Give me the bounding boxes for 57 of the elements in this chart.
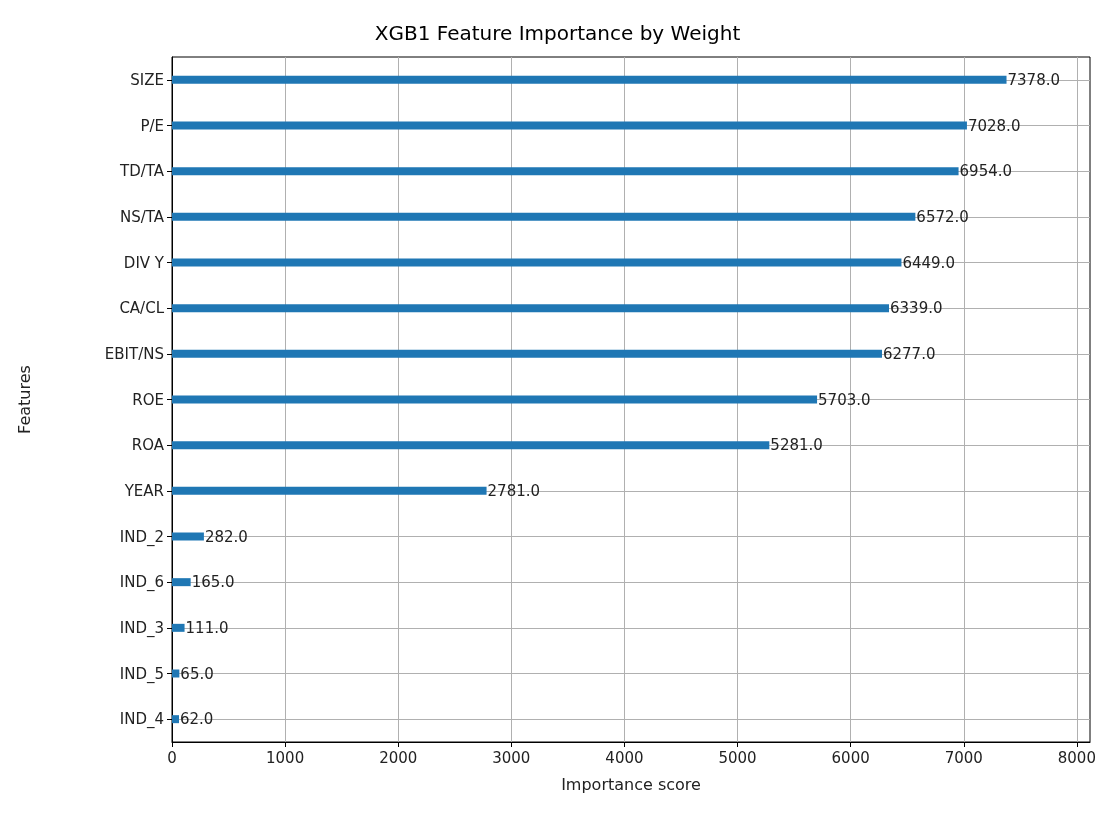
bar <box>172 669 180 678</box>
data-label: 282.0 <box>204 527 248 546</box>
data-label: 7028.0 <box>967 116 1021 135</box>
x-tick-label: 2000 <box>379 748 418 767</box>
data-label: 6277.0 <box>882 344 936 363</box>
bar <box>172 715 180 724</box>
x-tick-label: 8000 <box>1057 748 1096 767</box>
y-tick-label: IND_5 <box>119 664 164 684</box>
data-label: 111.0 <box>185 618 229 637</box>
bar <box>172 121 967 130</box>
y-tick-label: ROA <box>131 436 165 455</box>
y-tick-label: P/E <box>140 116 164 135</box>
y-tick-label: TD/TA <box>118 162 165 181</box>
y-tick-label: NS/TA <box>119 207 165 226</box>
y-tick-label: IND_6 <box>119 573 164 593</box>
bar <box>172 486 487 495</box>
data-label: 165.0 <box>191 573 235 592</box>
y-axis-title: Features <box>14 365 34 434</box>
data-label: 2781.0 <box>487 481 541 500</box>
y-tick-label: IND_2 <box>119 527 164 547</box>
data-label: 5703.0 <box>818 390 871 409</box>
data-label: 6572.0 <box>916 207 969 226</box>
y-tick-label: IND_3 <box>119 618 164 638</box>
x-tick-label: 3000 <box>492 748 531 767</box>
bar <box>172 441 770 450</box>
y-tick-label: EBIT/NS <box>104 344 164 363</box>
y-tick-label: DIV Y <box>123 253 165 272</box>
data-label: 6954.0 <box>959 162 1013 181</box>
data-label: 7378.0 <box>1007 70 1061 89</box>
bar <box>172 167 959 176</box>
bar <box>172 304 889 313</box>
y-tick-label: IND_4 <box>119 710 164 730</box>
y-tick-label: SIZE <box>130 70 164 89</box>
bar <box>172 578 191 587</box>
bar <box>172 258 902 267</box>
bar <box>172 532 204 541</box>
x-tick-label: 5000 <box>718 748 757 767</box>
data-label: 65.0 <box>180 664 214 683</box>
x-axis-title: Importance score <box>561 774 701 794</box>
bar <box>172 212 916 221</box>
y-tick-label: ROE <box>132 390 164 409</box>
bar <box>172 349 882 358</box>
data-label: 6339.0 <box>890 299 943 318</box>
data-label: 62.0 <box>180 710 214 729</box>
y-tick-label: CA/CL <box>119 299 165 318</box>
x-tick-label: 1000 <box>266 748 305 767</box>
x-tick-label: 4000 <box>605 748 644 767</box>
x-tick-label: 0 <box>167 748 177 767</box>
data-label: 5281.0 <box>770 436 823 455</box>
bar <box>172 623 185 632</box>
x-tick-label: 7000 <box>944 748 983 767</box>
bar <box>172 75 1007 84</box>
data-label: 6449.0 <box>902 253 955 272</box>
x-tick-label: 6000 <box>831 748 870 767</box>
y-tick-label: YEAR <box>123 481 164 500</box>
chart-title: XGB1 Feature Importance by Weight <box>374 21 741 45</box>
bar <box>172 395 818 404</box>
